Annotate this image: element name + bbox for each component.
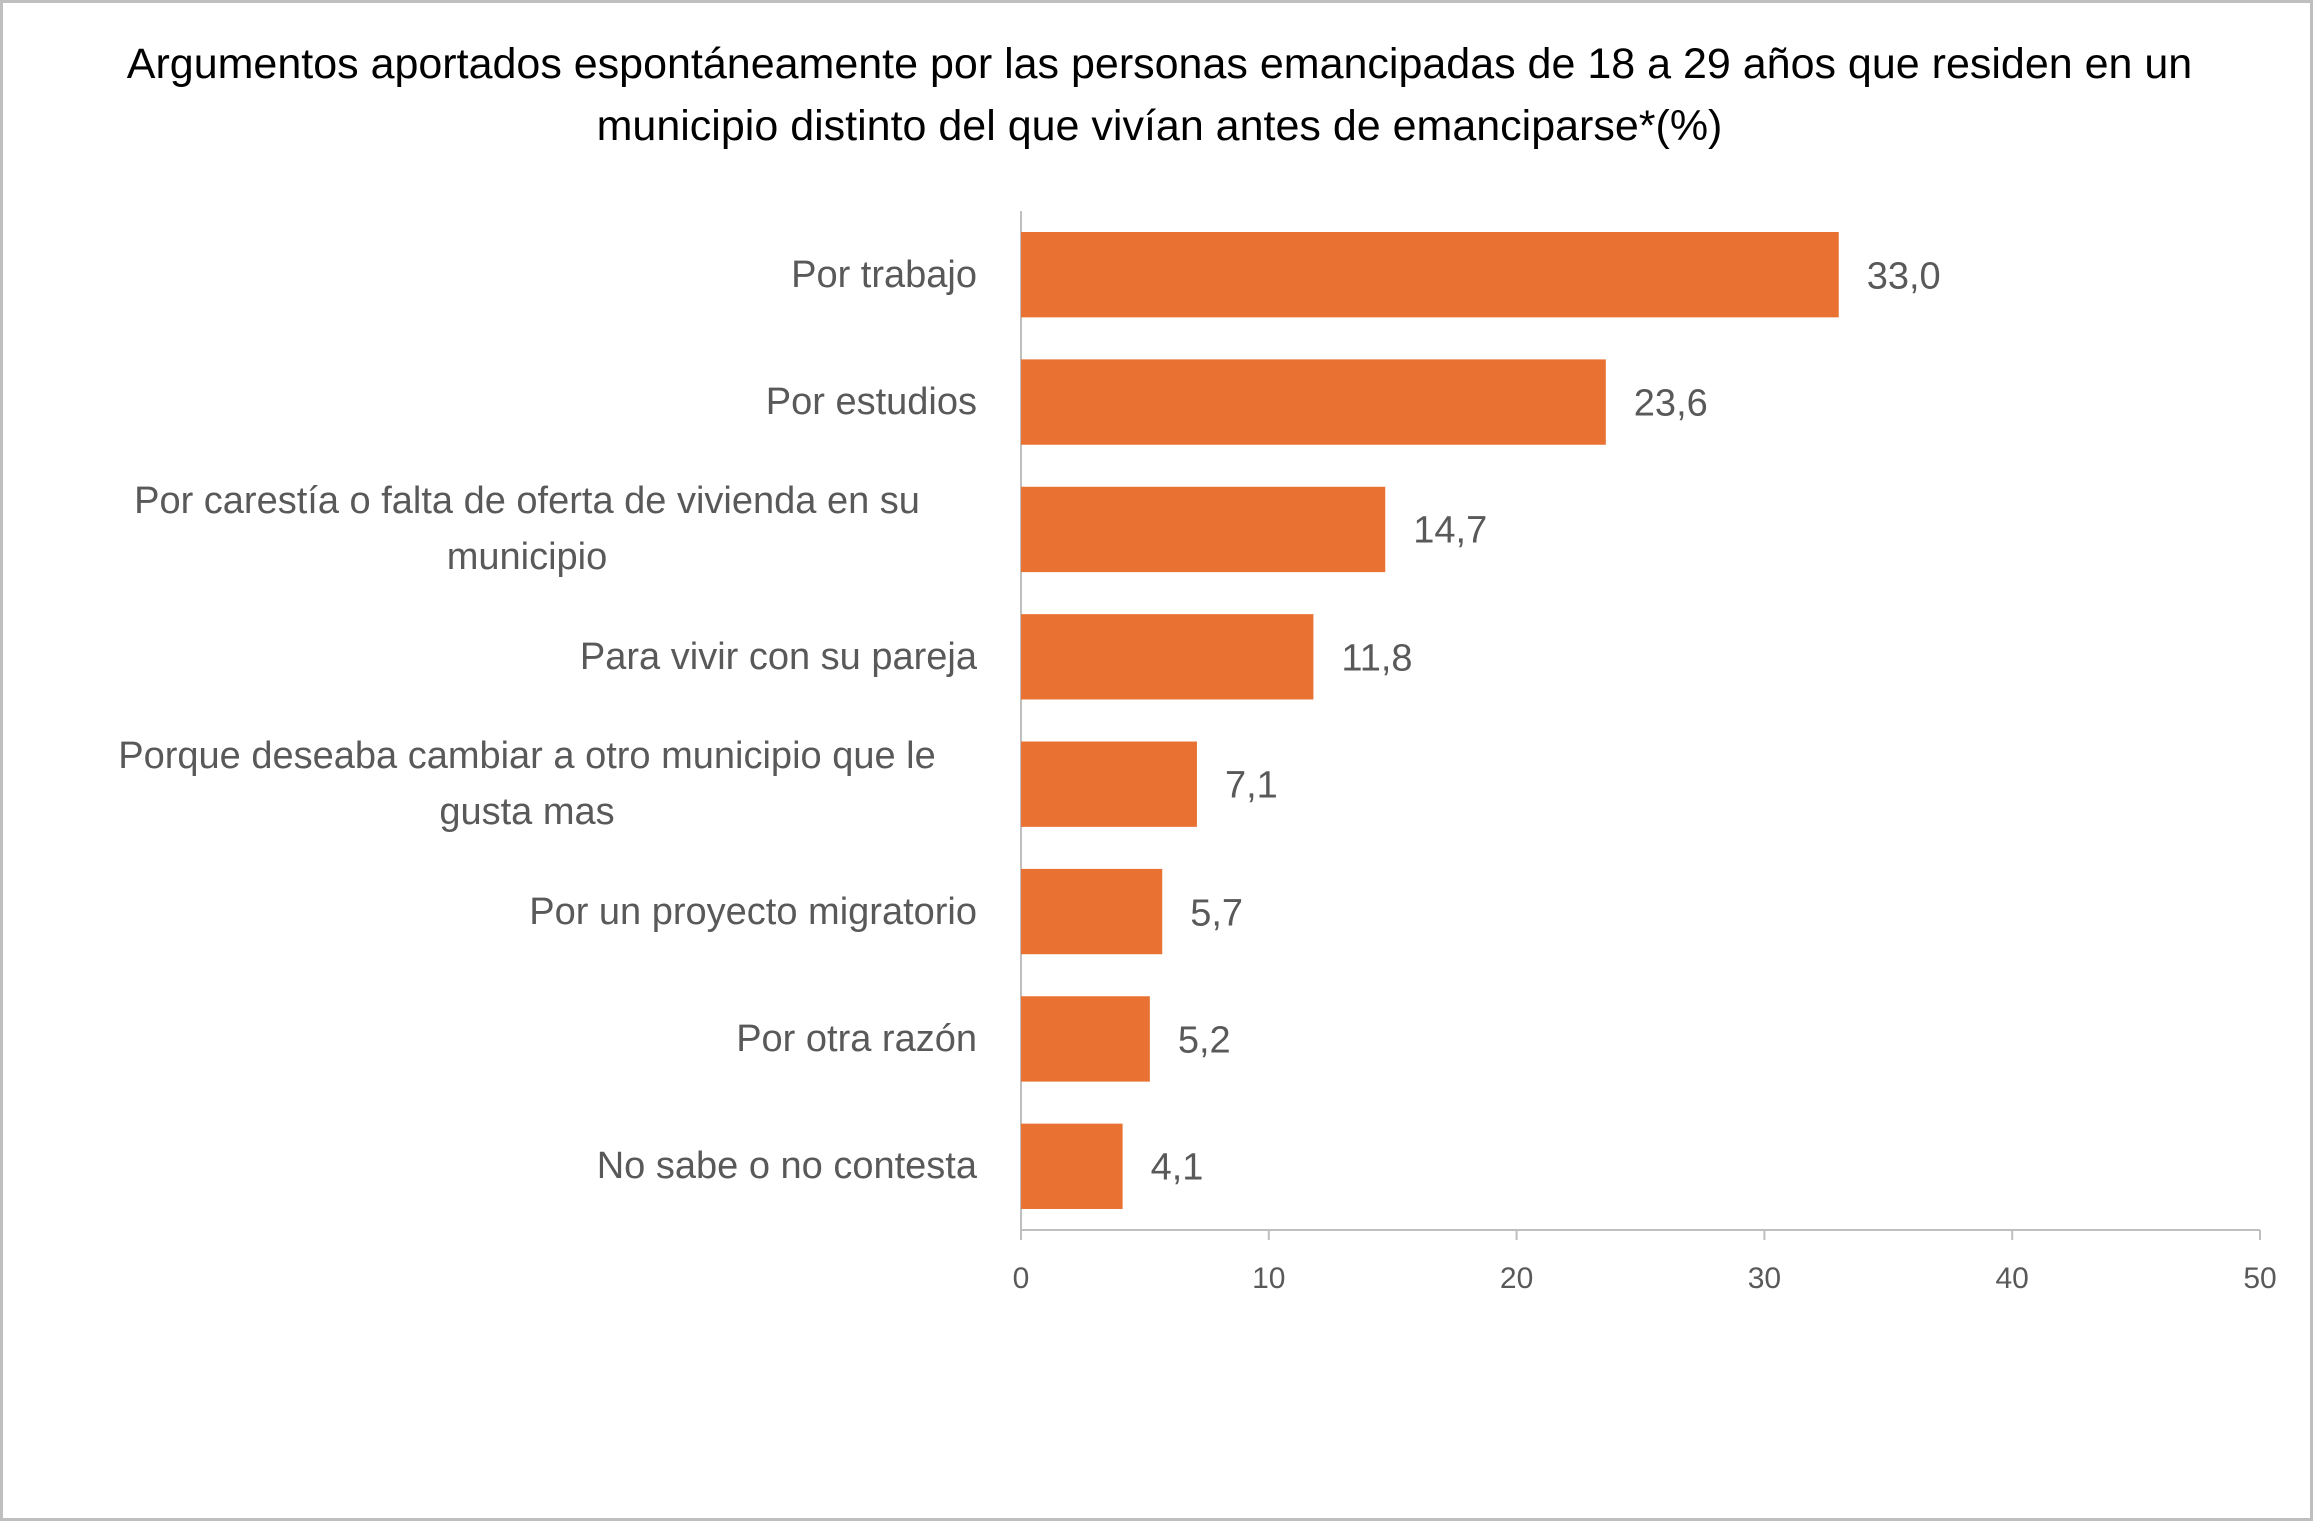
bar	[1021, 232, 1839, 318]
x-tick-label: 10	[1252, 1262, 1286, 1295]
plot	[1020, 211, 2261, 1240]
category-label: Por otra razón	[736, 1017, 977, 1060]
category-label: Por estudios	[765, 381, 977, 424]
bar	[1021, 614, 1314, 700]
value-label: 23,6	[1633, 382, 1708, 425]
category-label: Por trabajo	[791, 253, 977, 296]
x-tick-label: 40	[1995, 1262, 2029, 1295]
bar	[1021, 1123, 1123, 1209]
category-label: Porque deseaba cambiar a otro municipio …	[118, 735, 936, 834]
value-label: 33,0	[1866, 255, 1941, 298]
value-label: 7,1	[1224, 764, 1278, 807]
bar	[1021, 996, 1150, 1082]
x-tick-label: 0	[1012, 1262, 1030, 1295]
category-label: No sabe o no contesta	[596, 1145, 977, 1188]
category-label: Por carestía o falta de oferta de vivien…	[134, 480, 920, 579]
category-label: Para vivir con su pareja	[579, 635, 977, 678]
category-label: Por un proyecto migratorio	[529, 890, 977, 933]
value-label: 14,7	[1413, 509, 1488, 552]
bar	[1021, 868, 1163, 955]
value-label: 4,1	[1150, 1146, 1204, 1189]
bar	[1021, 359, 1606, 445]
chart-title: Argumentos aportados espontáneamente por…	[126, 40, 2193, 150]
value-label: 5,7	[1190, 892, 1244, 935]
bar	[1021, 486, 1386, 573]
x-tick-label: 50	[2243, 1262, 2277, 1295]
bar	[1021, 741, 1197, 827]
value-label: 11,8	[1341, 637, 1413, 680]
x-tick-label: 20	[1499, 1262, 1534, 1295]
value-label: 5,2	[1177, 1019, 1231, 1062]
x-tick-label: 30	[1747, 1262, 1782, 1295]
